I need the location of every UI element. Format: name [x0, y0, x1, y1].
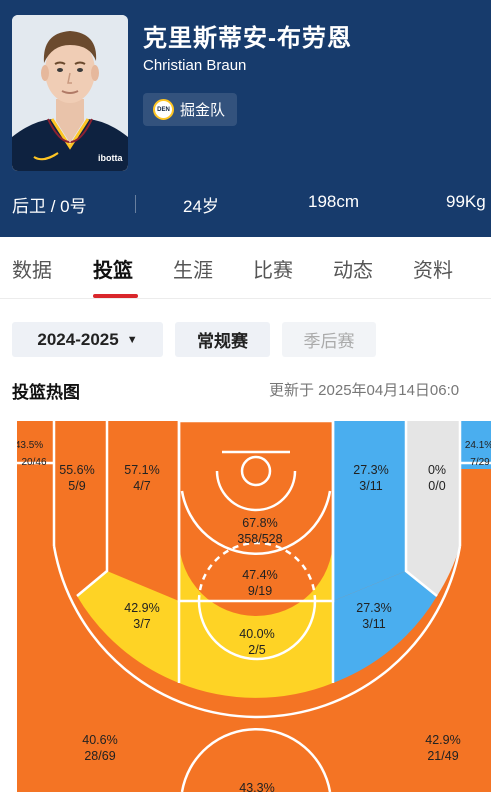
player-name-en: Christian Braun — [143, 57, 247, 74]
label-left-short-pct: 57.1% — [124, 463, 159, 477]
player-age: 24岁 — [183, 197, 219, 216]
tab-data[interactable]: 数据 — [12, 260, 52, 282]
tab-shooting[interactable]: 投篮 — [93, 260, 133, 282]
label-left-corner-three-pct: 43.5% — [17, 440, 43, 451]
label-right-short-ratio: 3/11 — [359, 479, 382, 493]
tab-games[interactable]: 比赛 — [253, 260, 293, 282]
label-right-corner-three-pct: 24.1% — [465, 440, 491, 451]
svg-text:ibotta: ibotta — [98, 153, 123, 163]
court-lines — [17, 421, 491, 792]
player-bio-row: 后卫 / 0号 24岁 198cm 99Kg — [0, 188, 491, 220]
player-name-cn: 克里斯蒂安-布劳恩 — [143, 25, 352, 52]
label-top-two-ratio: 2/5 — [248, 643, 265, 657]
label-restricted-pct: 67.8% — [242, 516, 277, 530]
player-avatar: ibotta — [12, 15, 128, 171]
team-name: 掘金队 — [180, 102, 226, 119]
tab-news[interactable]: 动态 — [333, 260, 373, 282]
zone-right-corner-three — [461, 421, 491, 469]
active-tab-indicator — [93, 294, 138, 298]
label-right-wing-three-pct: 42.9% — [425, 733, 460, 747]
updated-time: 更新于 2025年04月14日06:0 — [269, 382, 460, 399]
team-badge[interactable]: DEN 掘金队 — [143, 93, 238, 126]
playoffs-button[interactable]: 季后赛 — [282, 322, 376, 357]
tab-bar: 数据 投篮 生涯 比赛 动态 资料 — [0, 237, 491, 299]
label-left-wing-two-ratio: 3/7 — [133, 617, 150, 631]
label-left-wing-three-pct: 40.6% — [82, 733, 117, 747]
zone-restricted-area — [179, 421, 333, 616]
label-right-wing-two-pct: 27.3% — [356, 601, 391, 615]
caret-down-icon: ▼ — [126, 333, 138, 346]
season-select[interactable]: 2024-2025 ▼ — [12, 322, 163, 357]
label-paint-ratio: 9/19 — [248, 584, 272, 598]
zone-right-short-baseline — [333, 421, 406, 601]
player-header: ibotta 克里斯蒂安-布劳恩 Christian Braun DEN 掘金队… — [0, 0, 491, 237]
tab-career[interactable]: 生涯 — [173, 260, 213, 282]
heatmap-title: 投篮热图 — [12, 383, 80, 402]
zone-top-long-two — [179, 601, 333, 698]
regular-season-button[interactable]: 常规赛 — [175, 322, 270, 357]
label-top-two-pct: 40.0% — [239, 627, 274, 641]
bio-divider — [135, 195, 136, 213]
label-right-baseline-ratio: 0/0 — [428, 479, 445, 493]
tab-profile[interactable]: 资料 — [413, 260, 453, 282]
label-right-short-pct: 27.3% — [353, 463, 388, 477]
nuggets-logo-icon: DEN — [153, 99, 174, 120]
season-value: 2024-2025 — [37, 329, 119, 349]
label-paint-pct: 47.4% — [242, 568, 277, 582]
label-left-wing-three-ratio: 28/69 — [84, 749, 115, 763]
zone-right-baseline-long-two — [406, 421, 460, 596]
label-restricted-ratio: 358/528 — [237, 532, 282, 546]
label-left-wing-two-pct: 42.9% — [124, 601, 159, 615]
shot-heatmap: 43.5% 20/46 55.6% 5/9 57.1% 4/7 67.8% 35… — [17, 421, 491, 792]
player-height: 198cm — [308, 192, 360, 211]
position-number: 后卫 / 0号 — [12, 197, 87, 216]
label-left-corner-three-ratio: 20/46 — [21, 457, 46, 468]
label-left-baseline-ratio: 5/9 — [68, 479, 85, 493]
zone-right-wing-long-two — [333, 571, 437, 683]
player-weight: 99Kg — [446, 192, 486, 211]
label-top-three-pct: 43.3% — [239, 781, 274, 792]
label-left-baseline-pct: 55.6% — [59, 463, 94, 477]
label-right-wing-three-ratio: 21/49 — [427, 749, 458, 763]
label-right-corner-three-ratio: 7/29 — [470, 457, 490, 468]
label-right-wing-two-ratio: 3/11 — [362, 617, 385, 631]
label-right-baseline-pct: 0% — [428, 463, 446, 477]
label-left-short-ratio: 4/7 — [133, 479, 150, 493]
zone-left-wing-long-two — [77, 571, 179, 683]
